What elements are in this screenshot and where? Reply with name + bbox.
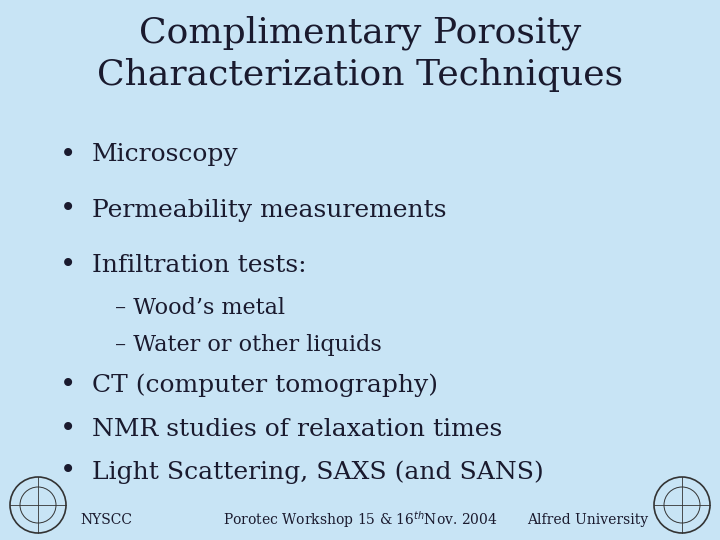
Text: Porotec Workshop 15 & 16$^{th}$Nov. 2004: Porotec Workshop 15 & 16$^{th}$Nov. 2004: [222, 510, 498, 530]
Text: •: •: [60, 141, 76, 168]
Text: NMR studies of relaxation times: NMR studies of relaxation times: [92, 418, 503, 442]
Text: – Wood’s metal: – Wood’s metal: [115, 297, 285, 319]
Text: •: •: [60, 197, 76, 224]
Text: •: •: [60, 416, 76, 443]
Text: CT (computer tomography): CT (computer tomography): [92, 373, 438, 397]
Text: Infiltration tests:: Infiltration tests:: [92, 253, 307, 276]
Text: – Water or other liquids: – Water or other liquids: [115, 334, 382, 356]
Text: •: •: [60, 458, 76, 485]
Text: Microscopy: Microscopy: [92, 144, 238, 166]
Text: Permeability measurements: Permeability measurements: [92, 199, 446, 221]
Text: •: •: [60, 252, 76, 279]
Text: Alfred University: Alfred University: [527, 513, 648, 527]
Text: Complimentary Porosity
Characterization Techniques: Complimentary Porosity Characterization …: [97, 15, 623, 92]
Text: Light Scattering, SAXS (and SANS): Light Scattering, SAXS (and SANS): [92, 460, 544, 484]
Text: •: •: [60, 372, 76, 399]
Text: NYSCC: NYSCC: [80, 513, 132, 527]
